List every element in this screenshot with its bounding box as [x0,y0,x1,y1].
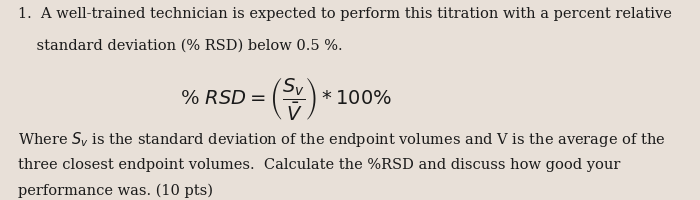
Text: performance was. (10 pts): performance was. (10 pts) [18,184,213,198]
Text: three closest endpoint volumes.  Calculate the %RSD and discuss how good your: three closest endpoint volumes. Calculat… [18,158,621,172]
Text: 1.  A well-trained technician is expected to perform this titration with a perce: 1. A well-trained technician is expected… [18,7,673,21]
Text: % $RSD = \left(\dfrac{S_v}{\bar{V}}\right) * 100\%$: % $RSD = \left(\dfrac{S_v}{\bar{V}}\righ… [180,75,392,122]
Text: Where $S_v$ is the standard deviation of the endpoint volumes and V is the avera: Where $S_v$ is the standard deviation of… [18,130,666,149]
Text: standard deviation (% RSD) below 0.5 %.: standard deviation (% RSD) below 0.5 %. [18,38,343,52]
